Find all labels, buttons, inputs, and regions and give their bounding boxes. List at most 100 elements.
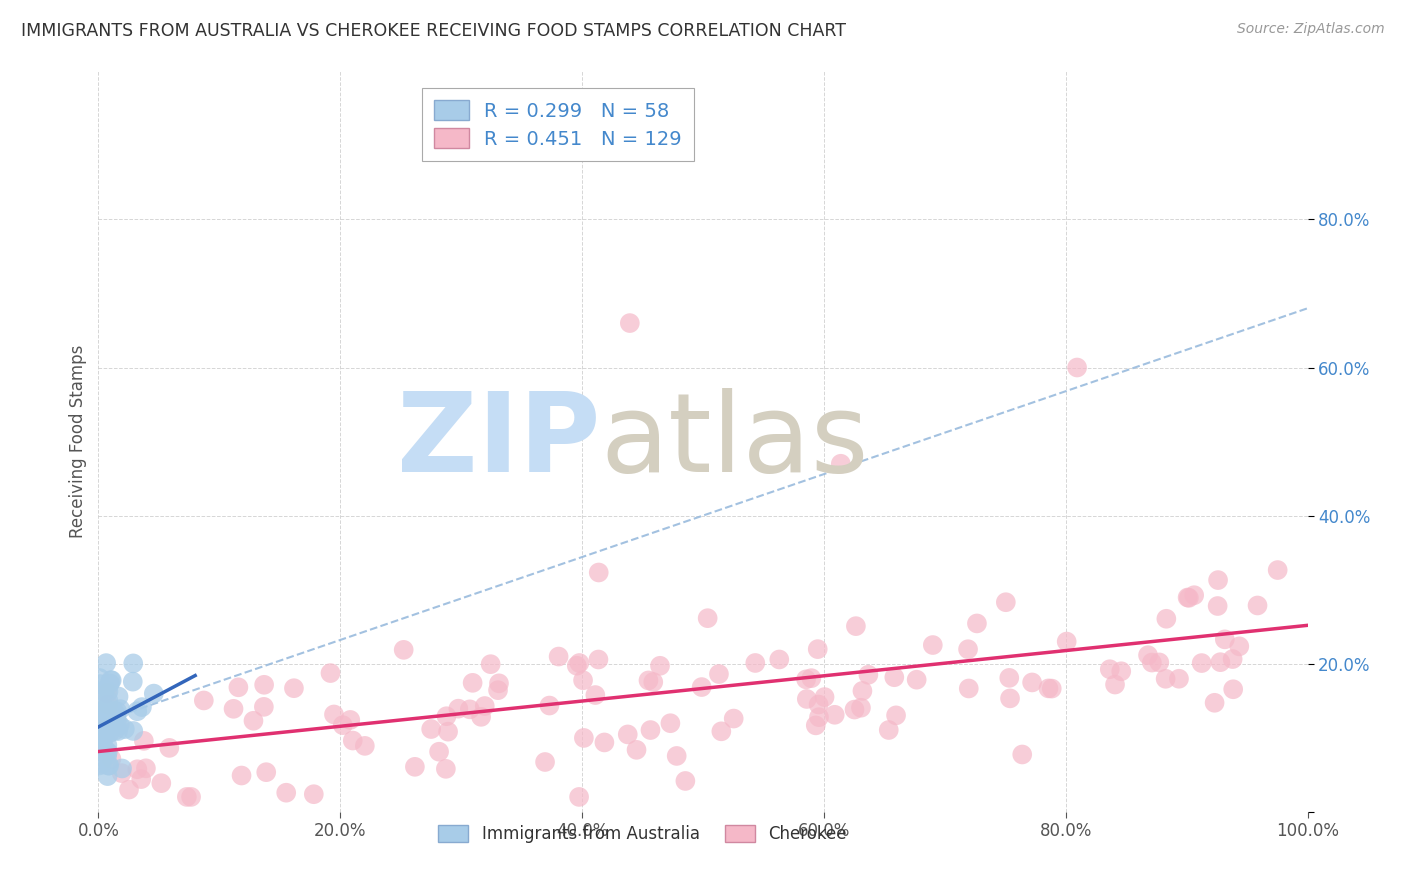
Point	[1222, 652, 1244, 666]
Point	[392, 643, 415, 657]
Point	[1098, 662, 1121, 676]
Point	[643, 675, 665, 690]
Point	[127, 762, 149, 776]
Point	[488, 676, 510, 690]
Point	[436, 709, 458, 723]
Point	[813, 690, 835, 704]
Point	[1156, 612, 1178, 626]
Point	[486, 683, 509, 698]
Point	[845, 619, 868, 633]
Point	[768, 652, 790, 666]
Point	[1040, 681, 1063, 696]
Point	[1011, 747, 1033, 762]
Point	[1038, 681, 1060, 696]
Text: atlas: atlas	[600, 388, 869, 495]
Point	[851, 684, 873, 698]
Point	[800, 671, 823, 685]
Point	[118, 782, 141, 797]
Point	[434, 762, 457, 776]
Point	[1137, 648, 1160, 663]
Point	[998, 691, 1021, 706]
Point	[122, 723, 145, 738]
Point	[588, 566, 610, 580]
Point	[808, 710, 831, 724]
Point	[1177, 591, 1199, 605]
Point	[849, 700, 872, 714]
Point	[89, 741, 111, 756]
Point	[253, 699, 276, 714]
Point	[844, 702, 866, 716]
Point	[96, 704, 118, 718]
Point	[572, 673, 595, 688]
Point	[830, 457, 852, 471]
Point	[665, 748, 688, 763]
Point	[1204, 696, 1226, 710]
Point	[458, 702, 481, 716]
Point	[107, 724, 129, 739]
Point	[103, 719, 125, 733]
Point	[1246, 599, 1268, 613]
Point	[648, 658, 671, 673]
Point	[957, 642, 980, 657]
Point	[588, 652, 610, 666]
Point	[1206, 573, 1229, 587]
Point	[547, 649, 569, 664]
Point	[640, 723, 662, 737]
Point	[89, 758, 111, 772]
Point	[231, 768, 253, 782]
Point	[105, 707, 128, 722]
Point	[127, 704, 149, 718]
Point	[1191, 656, 1213, 670]
Point	[96, 709, 118, 723]
Point	[319, 666, 342, 681]
Point	[89, 677, 111, 691]
Point	[966, 616, 988, 631]
Point	[1227, 640, 1250, 654]
Point	[90, 757, 112, 772]
Point	[101, 704, 124, 718]
Point	[142, 687, 165, 701]
Point	[114, 722, 136, 736]
Point	[132, 734, 155, 748]
Point	[572, 731, 595, 745]
Point	[110, 702, 132, 716]
Point	[427, 745, 450, 759]
Point	[616, 727, 638, 741]
Point	[794, 673, 817, 687]
Point	[104, 723, 127, 738]
Point	[637, 673, 659, 688]
Point	[534, 755, 557, 769]
Point	[253, 678, 276, 692]
Point	[91, 725, 114, 739]
Point	[447, 701, 470, 715]
Point	[91, 720, 114, 734]
Point	[404, 760, 426, 774]
Point	[193, 693, 215, 707]
Point	[96, 744, 118, 758]
Point	[254, 765, 277, 780]
Point	[105, 713, 128, 727]
Point	[111, 766, 134, 780]
Point	[1104, 677, 1126, 691]
Point	[332, 718, 354, 732]
Point	[228, 681, 250, 695]
Text: IMMIGRANTS FROM AUSTRALIA VS CHEROKEE RECEIVING FOOD STAMPS CORRELATION CHART: IMMIGRANTS FROM AUSTRALIA VS CHEROKEE RE…	[21, 22, 846, 40]
Point	[89, 731, 111, 745]
Point	[90, 705, 112, 719]
Point	[302, 787, 325, 801]
Point	[744, 656, 766, 670]
Point	[97, 693, 120, 707]
Y-axis label: Receiving Food Stamps: Receiving Food Stamps	[69, 345, 87, 538]
Point	[807, 698, 830, 712]
Point	[90, 733, 112, 747]
Point	[538, 698, 561, 713]
Point	[690, 680, 713, 694]
Point	[568, 789, 591, 804]
Point	[883, 670, 905, 684]
Point	[108, 718, 131, 732]
Point	[461, 676, 484, 690]
Point	[1140, 656, 1163, 670]
Point	[626, 743, 648, 757]
Point	[242, 714, 264, 728]
Point	[94, 723, 117, 738]
